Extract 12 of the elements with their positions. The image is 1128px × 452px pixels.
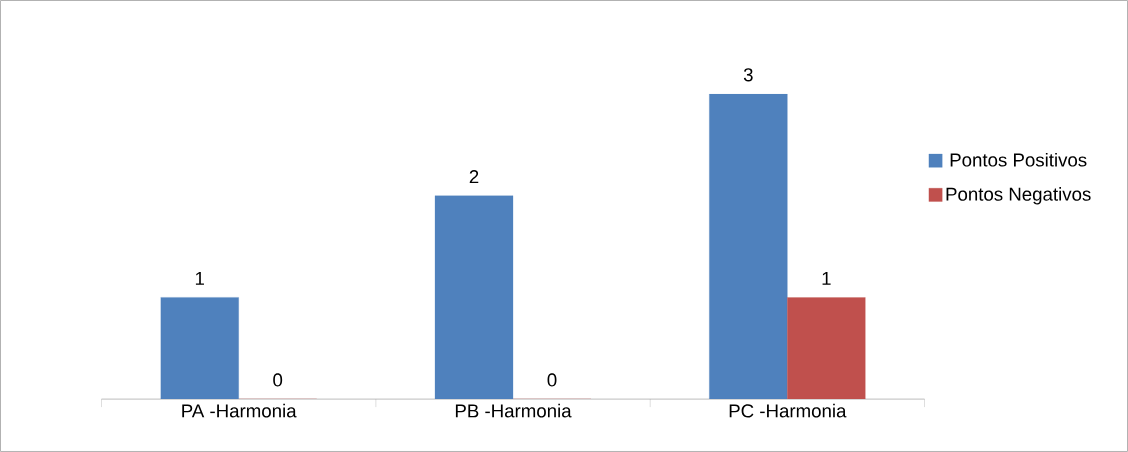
data-label: 0 [273, 373, 283, 387]
x-tick-label: PC -Harmonia [729, 403, 847, 418]
x-tick-label: PB -Harmonia [455, 403, 572, 418]
bar [787, 297, 866, 400]
data-label: 1 [195, 271, 204, 285]
data-label: 2 [469, 170, 479, 184]
legend-label: Pontos Positivos [950, 152, 1087, 167]
data-label: 0 [547, 373, 557, 387]
data-label: 3 [743, 68, 753, 82]
x-tick-label: PA -Harmonia [182, 403, 297, 418]
data-label: 1 [822, 271, 831, 285]
legend-label: Pontos Negativos [946, 187, 1091, 205]
